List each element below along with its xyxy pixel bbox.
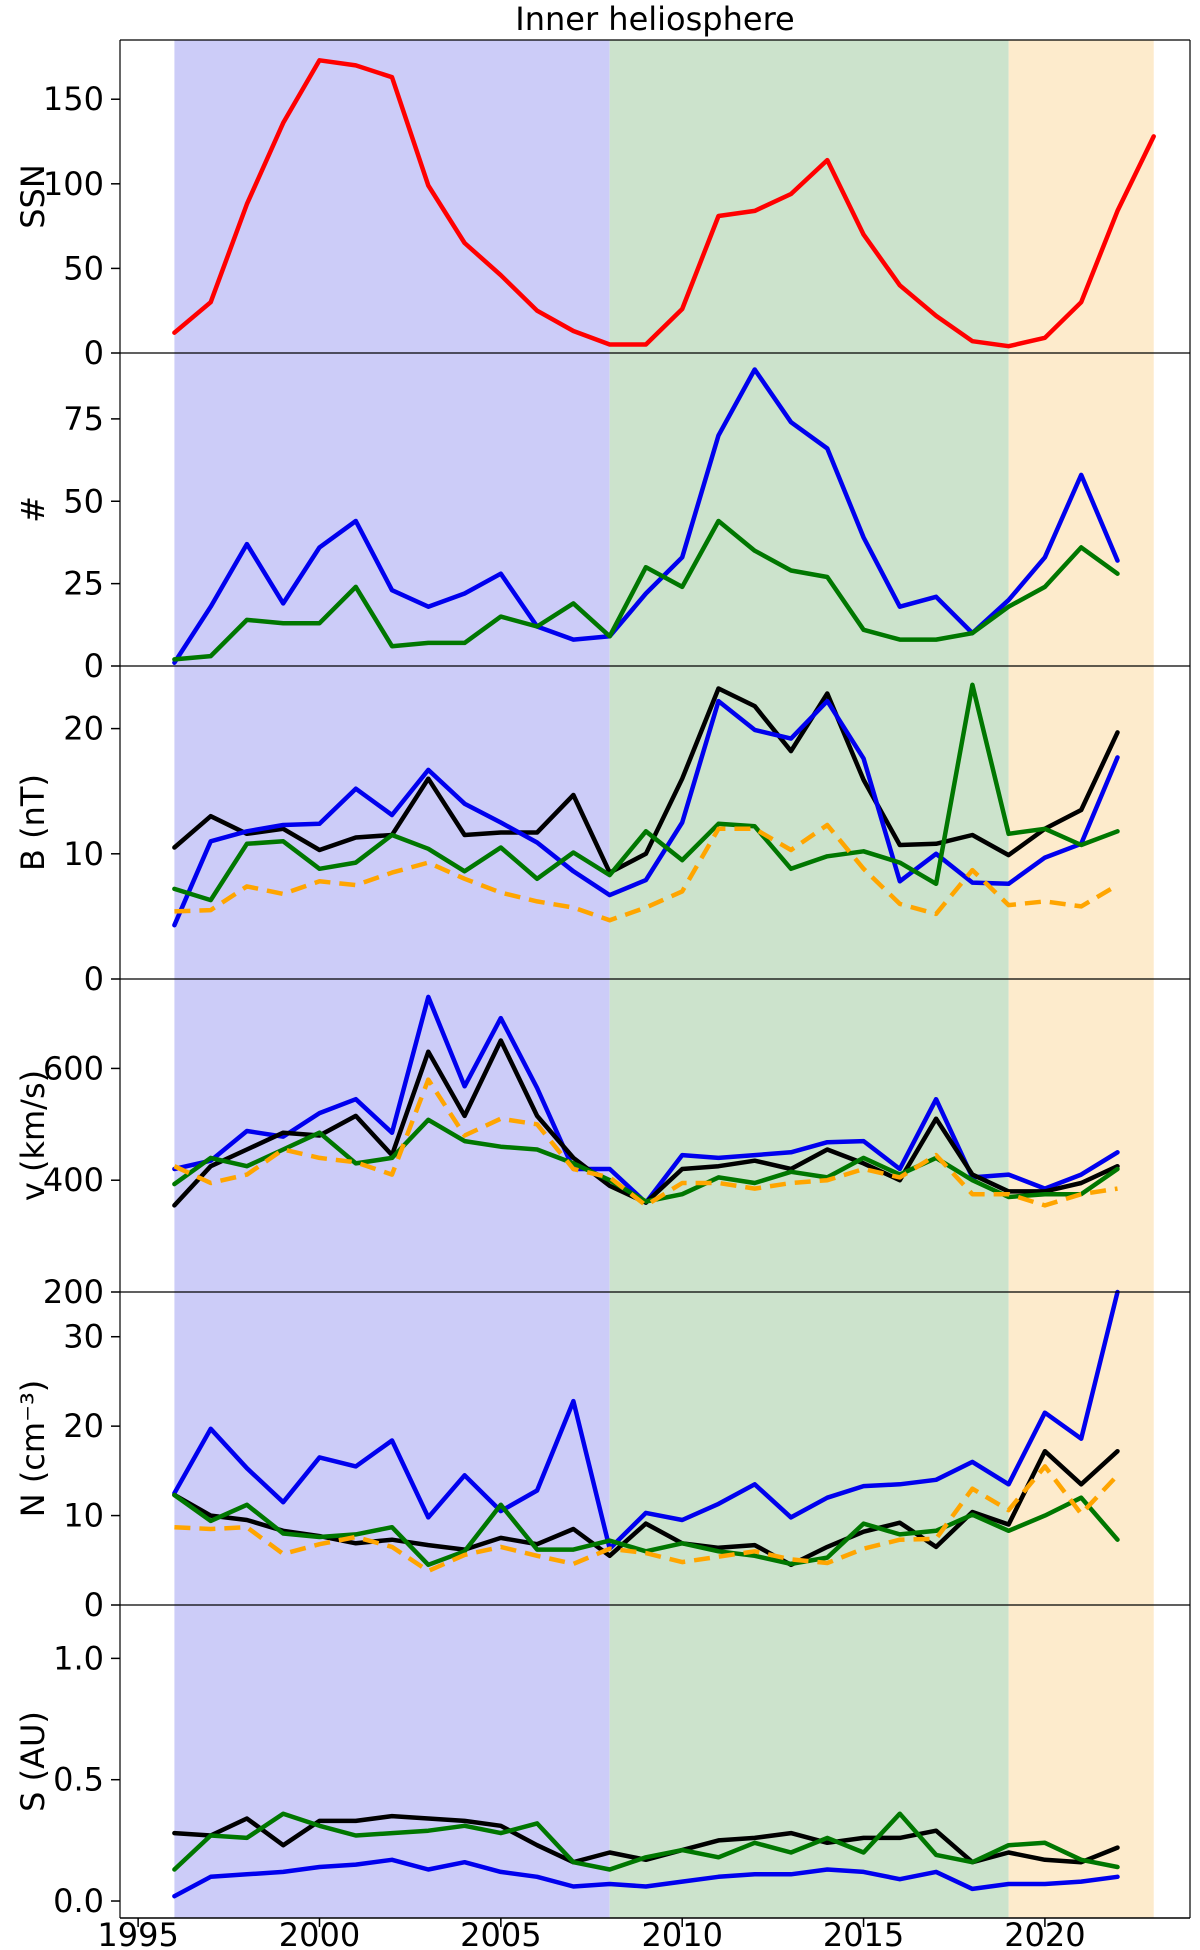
y-tick-label: 0 [84, 1586, 104, 1624]
panel-1: 0 25 50 75 # [14, 352, 1191, 685]
series-line-red [172, 58, 1156, 349]
series-line-orange [173, 1077, 1118, 1208]
y-axis-label: v (km/s) [14, 1070, 52, 1201]
series-line-green [172, 1811, 1120, 1872]
y-tick-label: 150 [43, 80, 104, 118]
y-tick-label: 20 [63, 1407, 104, 1445]
y-axis-label: N (cm⁻³) [14, 1380, 52, 1518]
y-tick-label: 50 [63, 249, 104, 287]
y-tick-label: 0 [84, 647, 104, 685]
y-tick-label: 10 [63, 835, 104, 873]
series-line-green [172, 682, 1120, 903]
x-tick-label: 2005 [460, 1916, 541, 1950]
y-tick-label: 50 [63, 482, 104, 520]
panel-5: 0.0 0.5 1.0S (AU) [14, 1604, 1191, 1920]
panel-2: 0 10 20 B (nT) [14, 665, 1191, 998]
series-line-black [172, 1813, 1120, 1865]
y-axis-label: S (AU) [14, 1711, 52, 1812]
y-tick-label: 200 [43, 1273, 104, 1311]
x-tick-label: 1995 [97, 1916, 178, 1950]
series-line-orange [174, 1464, 1120, 1574]
series-line-black [172, 686, 1120, 875]
series-line-orange [174, 822, 1119, 923]
y-tick-label: 10 [63, 1497, 104, 1535]
x-tick-label: 2020 [1004, 1916, 1085, 1950]
series-line-blue [172, 698, 1120, 928]
y-tick-label: 100 [43, 165, 104, 203]
y-tick-label: 75 [63, 400, 104, 438]
series-line-black [172, 1448, 1120, 1568]
series-line-green [172, 518, 1120, 662]
x-axis: 1995 2000 2005 2010 2015 2020 [97, 1916, 1190, 1950]
y-tick-label: 20 [63, 710, 104, 748]
series-line-blue [172, 1289, 1120, 1551]
y-tick-label: 0 [84, 960, 104, 998]
series-line-green [172, 1117, 1120, 1204]
y-tick-label: 0 [84, 334, 104, 372]
series-line-blue [172, 1857, 1120, 1899]
y-tick-label: 30 [63, 1318, 104, 1356]
y-tick-label: 0.0 [53, 1882, 104, 1920]
y-tick-label: 0.5 [53, 1761, 104, 1799]
y-tick-label: 25 [63, 565, 104, 603]
x-tick-label: 2000 [279, 1916, 360, 1950]
panel-4: 0 10 20 30 N (cm⁻³) [14, 1289, 1191, 1624]
y-tick-label: 1.0 [53, 1639, 104, 1677]
y-axis-label: # [14, 496, 52, 523]
y-tick-label: 600 [43, 1049, 104, 1087]
chart-title: Inner heliosphere [515, 0, 794, 38]
y-axis-label: SSN [14, 164, 52, 229]
x-tick-label: 2010 [641, 1916, 722, 1950]
panel-0: 0 50 100 150 SSN [14, 39, 1191, 372]
y-tick-label: 400 [43, 1161, 104, 1199]
x-tick-label: 2015 [823, 1916, 904, 1950]
series-line-blue [172, 367, 1120, 665]
y-axis-label: B (nT) [14, 774, 52, 871]
